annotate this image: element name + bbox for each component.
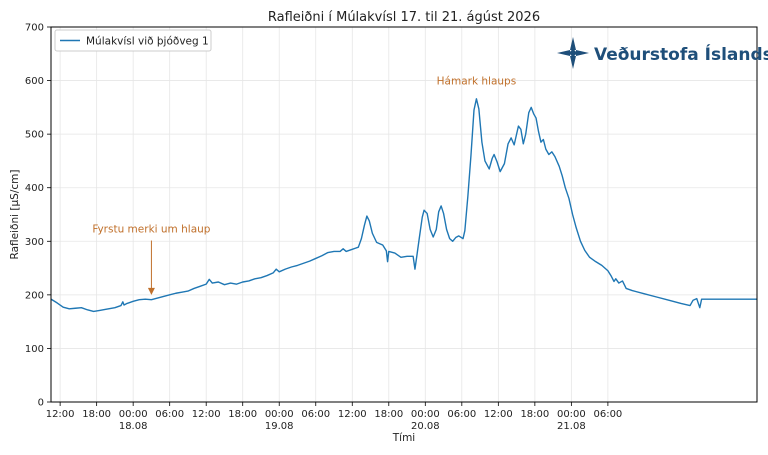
x-tick-label: 12:00 xyxy=(46,409,75,420)
x-tick-label: 00:00 xyxy=(411,409,440,420)
x-tick-label: 18:00 xyxy=(82,409,111,420)
legend-label: Múlakvísl við þjóðveg 1 xyxy=(86,36,209,48)
x-tick-label: 12:00 xyxy=(338,409,367,420)
y-axis: 0 100 200 300 400 500 600 700 Rafleiðni [µS/cm] xyxy=(9,23,51,409)
x-tick-label: 18:00 xyxy=(374,409,403,420)
x-tick-label: 06:00 xyxy=(301,409,330,420)
y-tick-label: 700 xyxy=(25,23,44,34)
x-tick-label: 00:00 xyxy=(557,409,586,420)
annotation-label-1: Hámark hlaups xyxy=(437,76,517,88)
x-tick-date-label: 20.08 xyxy=(411,421,440,432)
x-tick-date-label: 21.08 xyxy=(557,421,586,432)
annotations: Fyrstu merki um hlaup Hámark hlaups xyxy=(92,76,516,295)
x-axis-label: Tími xyxy=(392,432,415,444)
y-axis-label: Rafleiðni [µS/cm] xyxy=(9,170,21,260)
x-tick-label: 18:00 xyxy=(520,409,549,420)
chart-title: Rafleiðni í Múlakvísl 17. til 21. ágúst … xyxy=(268,10,540,25)
x-tick-label: 12:00 xyxy=(192,409,221,420)
y-tick-label: 0 xyxy=(38,398,44,409)
x-tick-label: 06:00 xyxy=(447,409,476,420)
annotation-label-0: Fyrstu merki um hlaup xyxy=(92,224,210,236)
y-tick-label: 400 xyxy=(25,183,44,194)
x-tick-label: 12:00 xyxy=(484,409,513,420)
legend: Múlakvísl við þjóðveg 1 xyxy=(54,29,212,52)
x-tick-label: 06:00 xyxy=(593,409,622,420)
series-line-0 xyxy=(50,98,757,313)
logo-text: Veðurstofa Íslands xyxy=(594,43,768,65)
series-layer xyxy=(50,98,757,313)
x-tick-label: 00:00 xyxy=(265,409,294,420)
y-tick-label: 600 xyxy=(25,76,44,87)
y-tick-label: 100 xyxy=(25,344,44,355)
plot-frame xyxy=(50,26,758,403)
y-tick-label: 500 xyxy=(25,130,44,141)
x-tick-date-label: 18.08 xyxy=(119,421,148,432)
y-tick-label: 200 xyxy=(25,290,44,301)
x-tick-date-label: 19.08 xyxy=(265,421,294,432)
x-tick-label: 18:00 xyxy=(228,409,257,420)
annotation-arrowhead-0 xyxy=(147,287,155,295)
y-tick-label: 300 xyxy=(25,237,44,248)
vedurstofa-logo: Veðurstofa Íslands xyxy=(557,37,768,69)
legend-box xyxy=(54,29,212,52)
x-tick-label: 00:00 xyxy=(119,409,148,420)
x-tick-label: 06:00 xyxy=(155,409,184,420)
